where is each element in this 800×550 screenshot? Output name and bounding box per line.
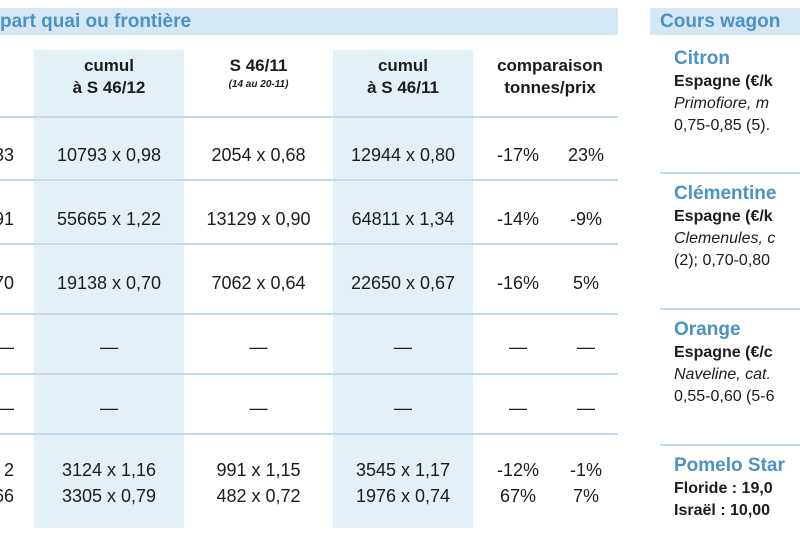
- price-block-orange: Orange Espagne (€/c Naveline, cat. 0,55-…: [674, 318, 800, 408]
- cell: 70: [0, 273, 14, 293]
- block-divider: [660, 308, 800, 310]
- cell: 33: [0, 145, 14, 165]
- column-header-cumul-11: cumul à S 46/11: [367, 56, 439, 97]
- cell: -9%: [569, 209, 602, 229]
- cell: 10793 x 0,98: [56, 145, 162, 165]
- cell: 64811 x 1,34: [351, 209, 455, 229]
- cell: —: [394, 398, 412, 418]
- product-title: Clémentine: [674, 183, 777, 204]
- price-line: (2); 0,70-0,80: [674, 252, 771, 269]
- column-header-comparaison: comparaison tonnes/prix: [497, 56, 603, 97]
- cell: 482 x 0,72: [216, 486, 301, 506]
- cell: —: [249, 398, 268, 418]
- cell: 13129 x 0,90: [206, 209, 311, 229]
- row-divider: [0, 116, 618, 118]
- cell: -14%: [496, 209, 540, 229]
- cell: —: [509, 398, 527, 418]
- cell: 67%: [499, 486, 537, 506]
- variety-line: Primofiore, m: [674, 95, 770, 112]
- table-header-title: part quai ou frontière: [0, 8, 618, 35]
- right-panel: Cours wagon Citron Espagne (€/k Primofio…: [650, 0, 800, 550]
- cell: 2: [3, 460, 14, 480]
- cell: 5%: [572, 273, 599, 293]
- cell: —: [509, 337, 527, 357]
- column-shade-cumul-12: [34, 50, 184, 528]
- cell: 1976 x 0,74: [355, 486, 451, 506]
- price-block-pomelo: Pomelo Star Floride : 19,0 Israël : 10,0…: [674, 454, 800, 522]
- row-divider: [0, 243, 618, 245]
- price-block-citron: Citron Espagne (€/k Primofiore, m 0,75-0…: [674, 47, 800, 137]
- column-shade-cumul-11: [333, 50, 473, 528]
- cell: -16%: [496, 273, 540, 293]
- row-divider: [0, 373, 618, 375]
- cell: 22650 x 0,67: [350, 273, 456, 293]
- origin-line: Floride : 19,0: [674, 480, 773, 497]
- cell: 7%: [572, 486, 599, 506]
- cell: 55665 x 1,22: [56, 209, 162, 229]
- cell: —: [0, 335, 14, 359]
- block-divider: [660, 172, 800, 174]
- cell: 991 x 1,15: [216, 460, 301, 480]
- product-title: Orange: [674, 319, 741, 340]
- cell: —: [577, 337, 595, 357]
- price-line: 0,75-0,85 (5).: [674, 117, 771, 134]
- column-header-cumul-12: cumul à S 46/12: [72, 56, 146, 97]
- origin-line: Espagne (€/k: [674, 208, 773, 225]
- cell: 91: [0, 209, 14, 229]
- cell: 7062 x 0,64: [211, 273, 306, 293]
- price-block-clementine: Clémentine Espagne (€/k Clemenules, c (2…: [674, 182, 800, 272]
- cell: 3545 x 1,17: [355, 460, 451, 480]
- column-header-0: ): [0, 55, 10, 85]
- cours-wagon-header: Cours wagon: [650, 8, 800, 35]
- cell: 23%: [567, 145, 605, 165]
- variety-line: Clemenules, c: [674, 230, 776, 247]
- cell: -12%: [496, 460, 540, 480]
- column-header-s46-11: S 46/11 (14 au 20-11): [228, 56, 289, 90]
- row-divider: [0, 433, 618, 435]
- cell: 2054 x 0,68: [211, 145, 306, 165]
- cell: -1%: [569, 460, 602, 480]
- cell: —: [394, 337, 412, 357]
- cell: —: [577, 398, 595, 418]
- cell: -17%: [496, 145, 540, 165]
- cell: —: [100, 337, 118, 357]
- block-divider: [660, 444, 800, 446]
- cell: 19138 x 0,70: [56, 273, 162, 293]
- variety-line: Naveline, cat.: [674, 366, 771, 383]
- cell: —: [100, 398, 118, 418]
- left-panel: part quai ou frontière ) cumul à S 46/12…: [0, 8, 618, 528]
- product-title: Citron: [674, 48, 730, 69]
- price-line: 0,55-0,60 (5-6: [674, 388, 775, 405]
- cell: 12944 x 0,80: [350, 145, 456, 165]
- row-divider: [0, 313, 618, 315]
- cell: 3124 x 1,16: [61, 460, 157, 480]
- origin-line: Espagne (€/c: [674, 344, 773, 361]
- cell: 66: [0, 486, 14, 506]
- cell: 3305 x 0,79: [61, 486, 157, 506]
- cell: —: [249, 337, 268, 357]
- origin-line: Espagne (€/k: [674, 73, 773, 90]
- origin-line: Israël : 10,00: [674, 502, 771, 519]
- product-title: Pomelo Star: [674, 455, 785, 476]
- cell: —: [0, 396, 14, 420]
- row-divider: [0, 179, 618, 181]
